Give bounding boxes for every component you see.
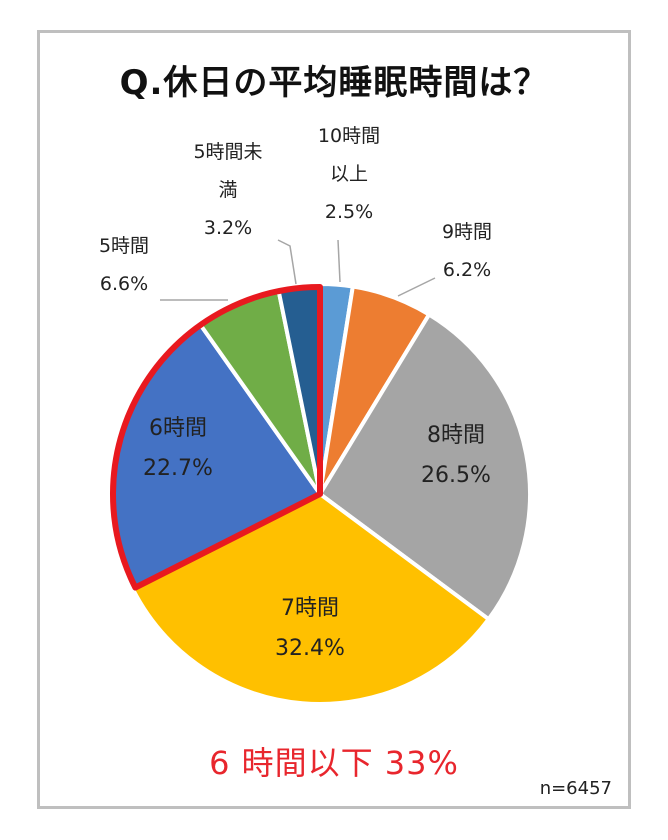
slice-name-label-5: 6時間 — [149, 416, 207, 441]
pie-slice-3 — [318, 312, 532, 622]
leader-line-2 — [397, 277, 436, 297]
slice-value-label-6: 6.6% — [100, 273, 148, 295]
sample-size: n=6457 — [539, 778, 612, 799]
slice-value-label-2: 6.2% — [443, 259, 491, 281]
highlight-summary: 6 時間以下 33% — [209, 744, 459, 782]
slice-value-label-4: 32.4% — [275, 636, 345, 661]
slice-value-label-1: 2.5% — [325, 201, 373, 223]
slice-name-label-2: 9時間 — [442, 221, 492, 243]
leader-lines — [160, 239, 436, 301]
slice-value-label-5: 22.7% — [143, 456, 213, 481]
highlight-outline — [110, 284, 323, 591]
leader-line-1 — [337, 239, 341, 283]
slice-name-label-6: 5時間 — [99, 235, 149, 257]
slice-name-label-1: 10時間 — [318, 125, 380, 147]
slice-name-label-7: 満 — [218, 179, 237, 201]
slice-value-label-7: 3.2% — [204, 217, 252, 239]
slice-name-label-1: 以上 — [330, 163, 368, 185]
slice-name-label-7: 5時間未 — [193, 141, 262, 163]
leader-line-7 — [277, 239, 297, 285]
slice-name-label-4: 7時間 — [281, 596, 339, 621]
slice-value-label-3: 26.5% — [421, 463, 491, 488]
chart-title: Q.休日の平均睡眠時間は？ — [119, 63, 549, 103]
pie-slices — [108, 282, 532, 706]
slice-name-label-3: 8時間 — [427, 423, 485, 448]
